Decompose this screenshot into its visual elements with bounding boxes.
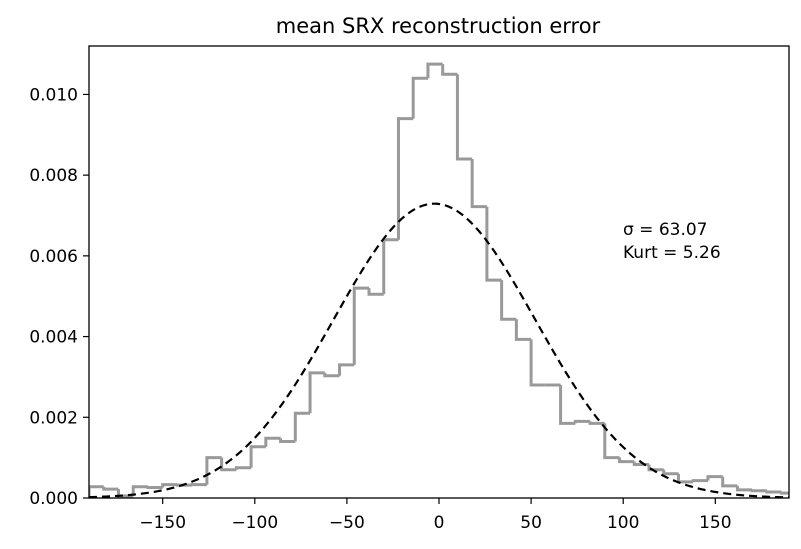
histogram-bin [234,466,252,470]
histogram-bin [780,491,789,495]
histogram-bin [647,464,664,472]
histogram-bin [293,411,311,442]
gaussian-fit-line [89,202,789,498]
histogram-bin [559,385,576,425]
axes-frame [88,45,790,499]
histogram-bin [573,419,591,424]
histogram-bin [367,288,384,296]
y-tick-label: 0.000 [29,489,78,509]
plot-area [89,62,789,498]
axes: −150 −100 −50 0 50 100 150 0.000 0.002 0.004 0.006… [29,45,790,533]
histogram-bin [279,438,296,443]
histogram-bin [89,485,104,498]
histogram-bin [455,74,473,161]
histogram-bin [102,486,119,491]
histogram-bin [249,445,266,468]
histogram-bin [352,286,369,365]
x-tick-label: 100 [607,513,639,533]
histogram-bin [426,62,443,79]
y-tick-label: 0.010 [29,85,78,105]
histogram-bin [146,486,163,490]
histogram-bin [470,159,487,209]
histogram-bin [396,117,414,240]
histogram-bin [485,206,502,282]
histogram-bin [691,479,708,483]
histogram-bin [750,489,767,493]
histogram-bin [735,485,753,492]
histogram-bin [205,456,222,485]
chart-title: mean SRX reconstruction error [276,14,601,38]
histogram-bin [588,421,605,425]
histogram-series [89,62,789,498]
histogram-bin [131,485,148,496]
histogram-bin [662,469,679,476]
histogram-bin [161,483,178,488]
histogram-bin [382,238,399,295]
kurtosis-annotation: Kurt = 5.26 [623,243,721,263]
histogram-bin [706,475,723,481]
histogram-bin [308,371,325,414]
y-tick-label: 0.006 [29,247,78,267]
histogram-bin [765,490,782,494]
x-tick-label: −150 [139,513,186,533]
x-tick-label: 0 [434,513,445,533]
histogram-bin [220,457,237,472]
x-tick-label: 50 [520,513,542,533]
histogram-bin [411,76,428,119]
histogram-bin [676,473,694,484]
histogram-bin [514,319,532,341]
histogram-bin [323,372,340,378]
histogram-bin [603,423,620,460]
histogram-bin [529,339,546,387]
histogram-bin [500,280,517,321]
sigma-annotation: σ = 63.07 [623,220,708,240]
histogram-bin [338,363,355,376]
x-tick-label: −50 [329,513,365,533]
y-tick-label: 0.002 [29,408,78,428]
histogram-bin [721,476,738,488]
y-tick-label: 0.004 [29,328,78,348]
y-tick-label: 0.008 [29,166,78,186]
histogram-bin [618,457,635,464]
histogram-bin [264,436,281,447]
histogram-bin [441,64,458,76]
x-tick-label: 150 [699,513,731,533]
x-tick-label: −100 [231,513,278,533]
